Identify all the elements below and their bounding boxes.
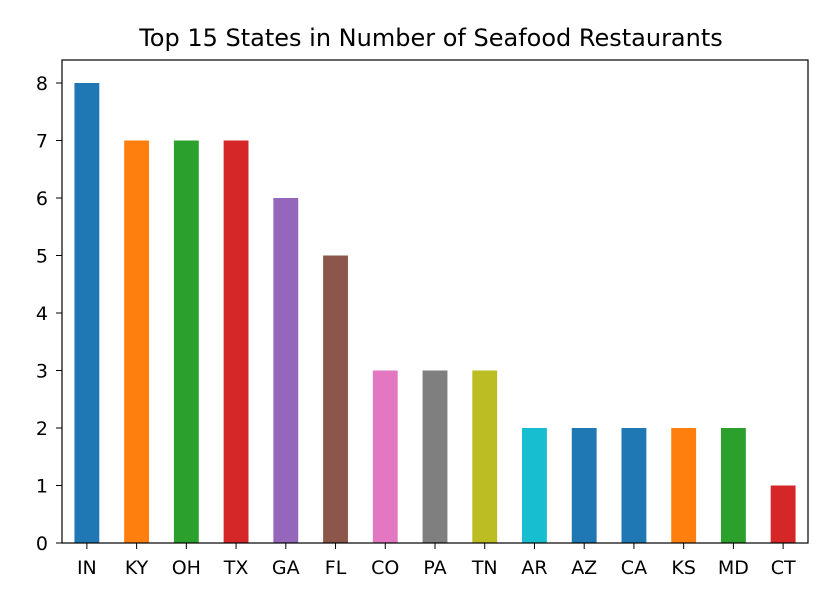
x-tick-label: AZ bbox=[571, 557, 597, 579]
x-tick-label: TN bbox=[471, 557, 498, 579]
bar-md bbox=[720, 428, 746, 543]
bar-az bbox=[571, 428, 597, 543]
y-tick-label: 1 bbox=[36, 476, 48, 498]
y-tick-label: 7 bbox=[36, 131, 48, 153]
x-tick-label: GA bbox=[272, 557, 300, 579]
x-tick-label: KY bbox=[125, 557, 149, 579]
x-tick-label: TX bbox=[223, 557, 249, 579]
bar-ga bbox=[273, 198, 299, 543]
plot-frame bbox=[61, 59, 809, 544]
bar-ct bbox=[770, 485, 796, 543]
bars-group bbox=[74, 83, 796, 543]
y-tick-label: 4 bbox=[36, 303, 48, 325]
bar-ks bbox=[671, 428, 697, 543]
bar-tn bbox=[472, 370, 498, 543]
x-tick-label: PA bbox=[423, 557, 446, 579]
x-tick-label: AR bbox=[521, 557, 547, 579]
bar-fl bbox=[323, 255, 348, 543]
x-tick-label: FL bbox=[325, 557, 347, 579]
x-axis: IN KY OH TX GA FL CO PA TN AR AZ CA KS MD CT bbox=[77, 543, 796, 579]
x-tick-label: CA bbox=[621, 557, 647, 579]
bar-in bbox=[74, 83, 100, 543]
chart-title: Top 15 States in Number of Seafood Resta… bbox=[138, 24, 723, 52]
bar-pa bbox=[422, 370, 448, 543]
bar-ky bbox=[124, 140, 150, 543]
bar-oh bbox=[173, 140, 199, 543]
x-tick-label: CO bbox=[371, 557, 399, 579]
y-tick-label: 3 bbox=[36, 361, 48, 383]
y-tick-label: 5 bbox=[36, 246, 48, 268]
y-tick-label: 0 bbox=[36, 533, 48, 555]
y-tick-label: 2 bbox=[36, 418, 48, 440]
y-tick-label: 8 bbox=[36, 73, 48, 95]
x-tick-label: OH bbox=[172, 557, 201, 579]
bar-co bbox=[372, 370, 398, 543]
bar-tx bbox=[223, 140, 249, 543]
x-tick-label: KS bbox=[671, 557, 696, 579]
y-axis: 0 1 2 3 4 5 6 7 8 bbox=[36, 73, 62, 555]
x-tick-label: IN bbox=[77, 557, 97, 579]
y-tick-label: 6 bbox=[36, 188, 48, 210]
x-tick-label: MD bbox=[718, 557, 749, 579]
bar-ca bbox=[621, 428, 647, 543]
bar-ar bbox=[522, 428, 547, 543]
x-tick-label: CT bbox=[771, 557, 796, 579]
